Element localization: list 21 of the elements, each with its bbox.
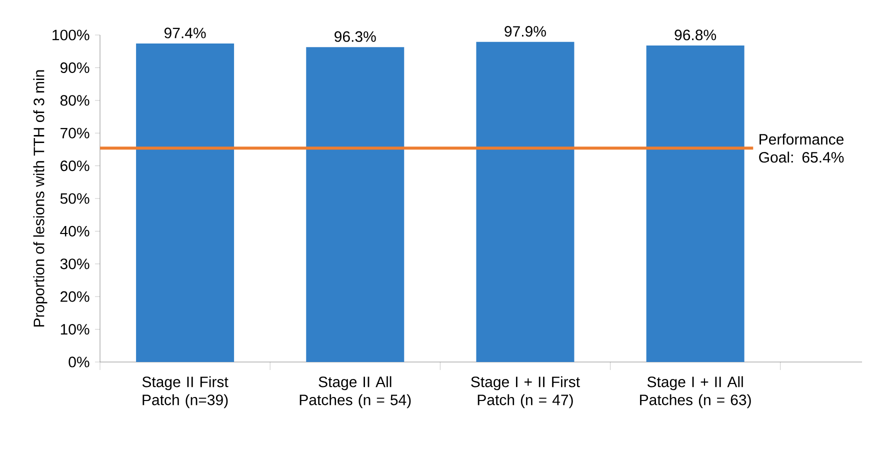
data-label: 97.9%	[504, 26, 546, 37]
y-tick-label: 30%	[60, 258, 90, 270]
ref-line-label: Performance Goal: 65.4%	[759, 134, 844, 163]
x-tick-label: Stage I + II All Patches (n = 63)	[640, 376, 751, 408]
y-tick-label: 80%	[60, 95, 90, 106]
data-label: 96.8%	[674, 30, 716, 40]
x-tick-label: Stage II All Patches (n = 54)	[300, 376, 411, 408]
y-tick-label: 60%	[60, 160, 90, 172]
y-tick-label: 90%	[60, 62, 90, 74]
y-tick-label: 0%	[68, 356, 90, 368]
y-tick-label: 20%	[60, 291, 90, 302]
y-axis-title: Proportion of lesions with TTH of 3 min	[33, 70, 48, 326]
y-tick-label: 50%	[60, 193, 90, 204]
y-tick-label: 10%	[60, 324, 90, 335]
y-tick-label: 100%	[52, 30, 90, 40]
data-label: 96.3%	[334, 31, 376, 42]
x-tick-label: Stage I + II First Patch (n = 47)	[471, 376, 580, 408]
data-label: 97.4%	[164, 28, 206, 38]
y-tick-label: 70%	[60, 128, 90, 138]
y-tick-label: 40%	[60, 226, 90, 237]
x-tick-label: Stage II First Patch (n=39)	[142, 376, 228, 408]
